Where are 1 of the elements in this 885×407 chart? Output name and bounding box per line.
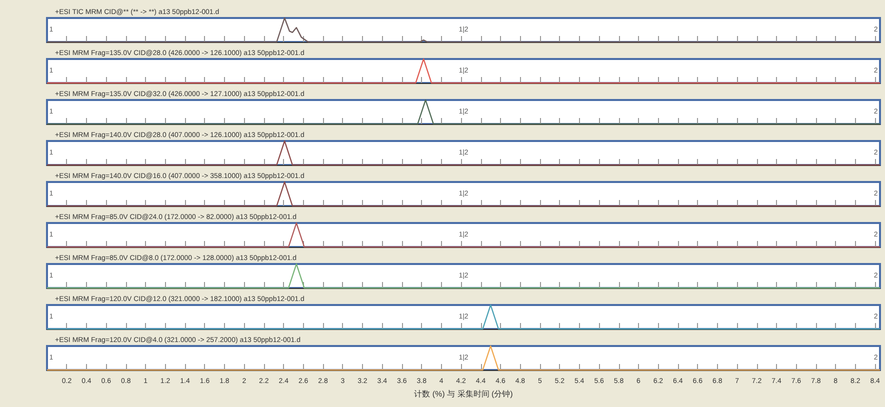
x-axis-title: 计数 (%) 与 采集时间 (分钟) [414,390,514,398]
